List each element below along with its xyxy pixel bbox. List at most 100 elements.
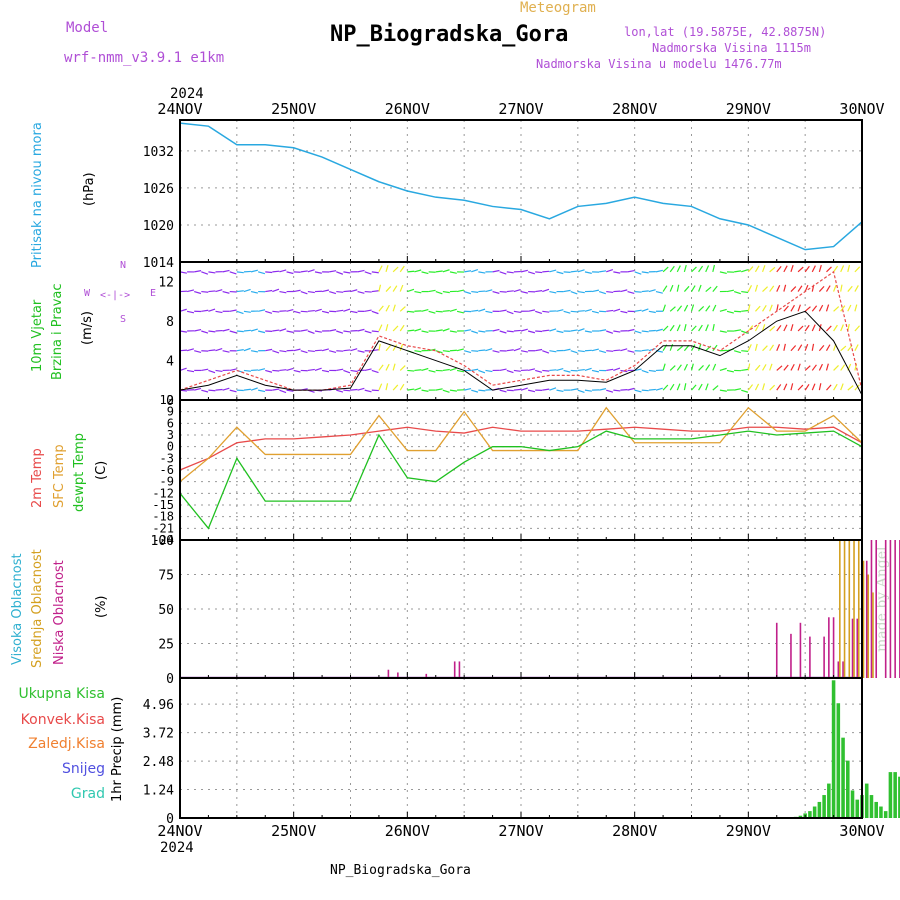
wind-barb	[754, 324, 760, 332]
wind-barb	[399, 284, 404, 292]
wind-barb	[726, 369, 734, 373]
wind-barb	[520, 290, 528, 294]
wind-barb	[705, 305, 711, 312]
wind-barb	[442, 350, 450, 353]
wind-barb	[797, 363, 801, 371]
wind-barb	[712, 324, 715, 332]
wind-barb	[421, 271, 429, 275]
temp-tick: 6	[167, 416, 174, 430]
wind-barb	[250, 387, 258, 391]
wind-barb	[840, 265, 845, 273]
temp-tick: -15	[152, 498, 174, 512]
wind-barb	[804, 365, 811, 371]
temp-tick: 3	[167, 428, 174, 442]
wind-barb	[279, 290, 287, 294]
wind-barb	[378, 383, 383, 391]
wind-barb	[407, 288, 415, 293]
wind-barb	[399, 306, 406, 312]
precip-bar	[893, 772, 897, 818]
wind-barb	[407, 369, 415, 372]
wind-barb	[606, 350, 614, 352]
wind-barb	[769, 363, 773, 371]
wind-barb	[705, 383, 709, 391]
wind-barb	[606, 309, 614, 312]
wind-barb	[265, 348, 273, 352]
wind-barb	[279, 269, 287, 273]
wind-barb	[762, 286, 768, 293]
wind-barb	[435, 310, 443, 313]
wind-barb	[329, 290, 337, 295]
wind-barb	[683, 285, 690, 292]
wind-barb	[747, 344, 752, 351]
wind-barb	[336, 330, 344, 334]
wind-barb	[243, 310, 251, 313]
wind-barb	[790, 383, 794, 391]
precip-tick: 2.48	[143, 755, 174, 770]
wind-barb	[613, 367, 621, 371]
wind-barb	[385, 286, 392, 292]
legend-snijeg: Snijeg	[61, 761, 105, 777]
temp-tick: -6	[160, 463, 174, 477]
wind-barb	[847, 304, 852, 312]
wind-barb	[300, 350, 308, 354]
wind-barb	[336, 389, 344, 393]
wind-barb	[407, 270, 415, 273]
wind-barb	[371, 369, 379, 374]
wind-barb	[719, 308, 727, 312]
wind-barb	[648, 369, 656, 372]
wind-barb	[613, 389, 621, 392]
wind-barb	[492, 328, 500, 332]
wind-barb	[570, 329, 578, 332]
wind-barb	[499, 290, 507, 293]
wind-barb	[414, 290, 422, 294]
wind-barb	[669, 306, 676, 312]
wind-barb	[392, 325, 399, 332]
wind-barb	[741, 350, 749, 352]
wind-barb	[343, 349, 351, 352]
wind-barb	[442, 328, 450, 332]
wind-barb	[208, 369, 216, 374]
precip-bar	[836, 703, 841, 818]
wind-barb	[662, 266, 669, 273]
wind-barb	[606, 389, 614, 393]
wind-barb	[357, 290, 365, 294]
wind-barb	[399, 365, 406, 371]
wind-barb	[186, 369, 195, 373]
wind-barb	[478, 330, 486, 333]
wind-barb	[783, 364, 789, 371]
wind-barb	[464, 387, 472, 391]
wind-barb	[428, 310, 436, 314]
wind-barb	[811, 324, 816, 332]
temp-tick: -9	[160, 475, 174, 489]
wind-barb	[343, 369, 351, 374]
wind-barb	[471, 389, 479, 393]
wind-barb	[797, 344, 803, 352]
wind-barb	[364, 309, 372, 312]
wind-barb	[833, 265, 839, 273]
wind-barb	[570, 310, 578, 313]
wind-barb	[215, 289, 223, 293]
wind-barb	[719, 389, 727, 392]
dewpt-line	[179, 430, 863, 530]
wind-barb	[698, 265, 704, 273]
wind-barb	[712, 285, 718, 292]
x-tick-top: 29NOV	[726, 100, 771, 118]
x-tick-bottom: 24NOV	[157, 822, 202, 840]
wind-barb	[669, 284, 674, 292]
wind-barb	[811, 383, 816, 391]
wind-barb	[258, 330, 266, 334]
wind-barb	[371, 310, 379, 315]
wind-barb	[620, 289, 628, 293]
wind-barb	[698, 365, 704, 371]
wind-barb	[776, 365, 783, 371]
wind-barb	[754, 364, 761, 371]
wind-barb	[229, 368, 237, 372]
wind-barb	[478, 389, 486, 392]
wind-barb	[293, 369, 301, 373]
wind-barb	[776, 284, 781, 292]
wind-barb	[201, 330, 209, 334]
wind-barb	[826, 325, 832, 332]
wind-barb	[542, 350, 550, 354]
wind-barb	[818, 383, 822, 391]
wind-barb	[599, 329, 607, 332]
